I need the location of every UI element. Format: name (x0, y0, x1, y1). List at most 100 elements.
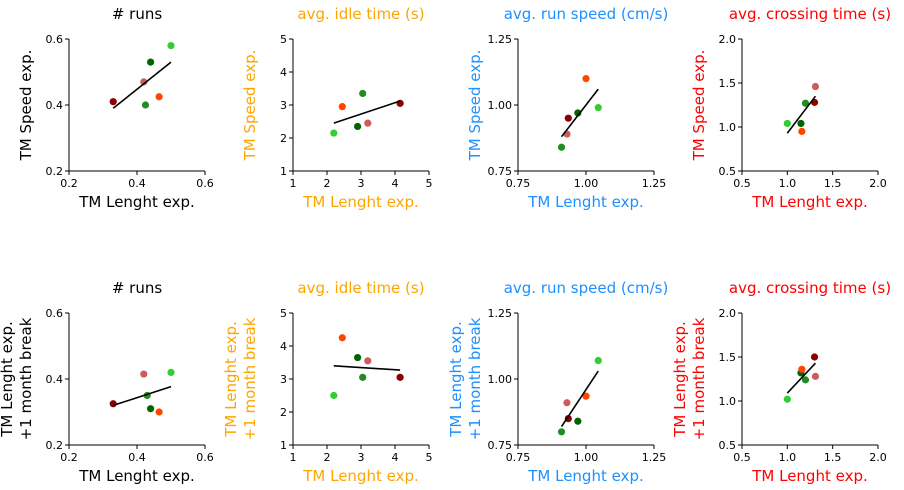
x-tick-label: 4 (392, 177, 399, 190)
y-axis-label: TM Speed exp. (241, 50, 259, 162)
x-axis-label: TM Lenght exp. (527, 193, 644, 211)
data-point (147, 405, 155, 413)
x-tick-label: 1.5 (824, 451, 842, 464)
x-tick-label: 0.2 (60, 451, 78, 464)
subplot-7: avg. run speed (cm/s) 0.75 1.00 1.25 0.75 1.0… (447, 279, 668, 485)
y-tick-label: 0.4 (46, 99, 64, 112)
x-axis-label: TM Lenght exp. (302, 467, 419, 485)
y-axis-label-line: +1 month break (241, 317, 259, 440)
data-point (354, 122, 362, 131)
x-tick-label: 1.5 (824, 177, 842, 190)
subplot-title: avg. idle time (s) (297, 5, 424, 23)
x-tick-label: 0.6 (196, 177, 214, 190)
fit-line (112, 385, 172, 407)
x-tick-label: 1.0 (779, 451, 797, 464)
data-point (801, 376, 810, 384)
y-tick-label: 0.6 (46, 33, 64, 46)
fit-line (333, 365, 401, 371)
data-point (140, 78, 148, 86)
y-tick-label: 2 (280, 132, 287, 145)
y-tick-label: 0.5 (719, 165, 737, 178)
y-axis-label: TM Speed exp. (690, 50, 708, 162)
subplot-title: # runs (112, 5, 163, 23)
y-tick-label: 3 (280, 373, 287, 386)
y-tick-label: 0.4 (46, 373, 64, 386)
data-point (564, 114, 572, 122)
x-tick-label: 0.75 (506, 177, 531, 190)
data-point (330, 129, 338, 137)
x-tick-label: 0.4 (128, 177, 146, 190)
data-point (574, 417, 582, 425)
y-tick-label: 4 (280, 66, 287, 79)
subplot-4: avg. crossing time (s) 0.5 1.0 1.5 2.0 0.5 1.0… (690, 5, 891, 211)
subplot-title: # runs (112, 279, 163, 297)
fit-line (560, 88, 599, 138)
data-point (109, 98, 117, 106)
x-tick-label: 1.0 (779, 177, 797, 190)
data-point (167, 368, 175, 376)
y-tick-label: 1.0 (719, 121, 737, 134)
fit-line (333, 100, 401, 124)
data-point (557, 143, 566, 151)
data-point (141, 101, 150, 109)
y-tick-label: 2.0 (719, 307, 737, 320)
data-point (801, 99, 810, 107)
subplot-2: avg. idle time (s) 1 2 3 4 5 1 2 3 4 5 TM Lenght ex… (241, 5, 433, 211)
data-point (147, 58, 155, 66)
y-axis-label-line: TM Lenght exp. (447, 321, 465, 438)
data-point (594, 104, 602, 112)
y-axis-label-line: +1 month break (466, 317, 484, 440)
data-point (330, 391, 338, 400)
x-tick-label: 1.00 (574, 177, 599, 190)
fit-line (786, 362, 817, 394)
subplot-title: avg. idle time (s) (297, 279, 424, 297)
data-point (811, 82, 820, 91)
data-point (364, 357, 372, 365)
x-tick-label: 1.25 (642, 451, 667, 464)
data-point (167, 42, 175, 50)
x-axis-label: TM Lenght exp. (302, 193, 419, 211)
data-point (557, 428, 566, 436)
x-tick-label: 5 (426, 451, 433, 464)
data-point (155, 408, 163, 416)
y-tick-label: 0.2 (46, 439, 64, 452)
y-axis-label: TM Speed exp. (17, 50, 35, 162)
data-point (140, 370, 148, 378)
data-point (563, 399, 571, 407)
data-point (811, 372, 820, 380)
y-tick-label: 1 (280, 165, 287, 178)
y-tick-label: 1.0 (719, 395, 737, 408)
subplot-title: avg. crossing time (s) (729, 279, 891, 297)
x-tick-label: 3 (358, 451, 365, 464)
data-point (338, 103, 346, 111)
y-tick-label: 4 (280, 340, 287, 353)
x-tick-label: 5 (426, 177, 433, 190)
data-point (155, 93, 163, 101)
y-tick-label: 0.75 (488, 439, 513, 452)
y-tick-label: 2.0 (719, 33, 737, 46)
y-axis-label: TM Lenght exp.+1 month break (671, 317, 708, 440)
x-axis-label: TM Lenght exp. (78, 467, 195, 485)
y-axis-label-line: +1 month break (690, 317, 708, 440)
data-point (798, 127, 806, 135)
x-tick-label: 0.2 (60, 177, 78, 190)
x-tick-label: 0.6 (196, 451, 214, 464)
x-tick-label: 0.75 (506, 451, 531, 464)
data-point (594, 356, 602, 365)
y-tick-label: 3 (280, 99, 287, 112)
data-point (783, 395, 791, 403)
x-tick-label: 1 (290, 451, 297, 464)
subplot-6: avg. idle time (s) 1 2 3 4 5 1 2 3 4 5 TM Lenght ex… (222, 279, 433, 485)
y-tick-label: 1.5 (719, 351, 737, 364)
x-tick-label: 0.4 (128, 451, 146, 464)
y-tick-label: 2 (280, 406, 287, 419)
data-point (396, 373, 404, 381)
y-axis-label: TM Lenght exp.+1 month break (0, 317, 35, 440)
y-tick-label: 1.25 (488, 33, 513, 46)
data-point (359, 373, 367, 381)
x-tick-label: 0.5 (733, 177, 751, 190)
y-tick-label: 1.00 (488, 99, 513, 112)
x-axis-label: TM Lenght exp. (751, 193, 868, 211)
